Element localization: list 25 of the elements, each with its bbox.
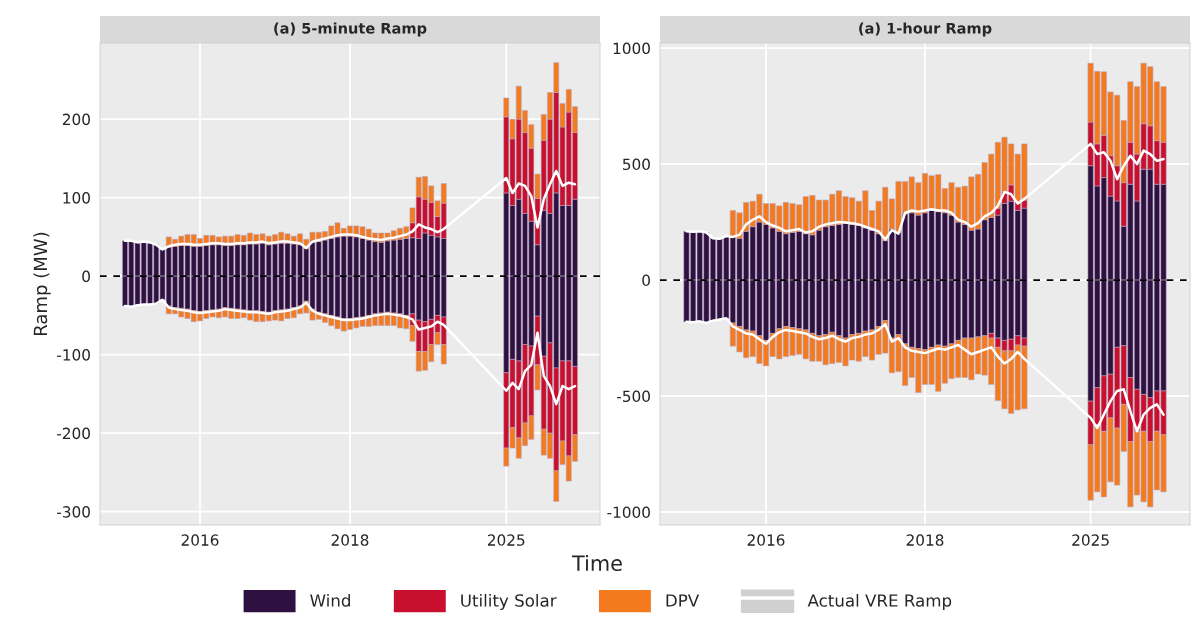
y-tick-label: 0 xyxy=(642,274,650,287)
x-tick-label: 2018 xyxy=(906,534,944,546)
y-tick-label: 200 xyxy=(62,113,90,126)
chart-title: (a) 1-hour Ramp xyxy=(859,22,992,37)
y-tick-label: 0 xyxy=(82,270,90,283)
y-tick-label: -100 xyxy=(57,349,90,361)
y-tick-label: -200 xyxy=(57,427,90,440)
x-axis-title: Time xyxy=(571,554,622,572)
y-tick-label: 500 xyxy=(622,158,650,171)
legend-label: DPV xyxy=(666,594,700,607)
x-tick-label: 2025 xyxy=(1072,534,1109,546)
y-tick-label: -300 xyxy=(57,506,90,518)
y-tick-label: -1000 xyxy=(607,506,650,519)
legend-label: Utility Solar xyxy=(461,593,557,611)
x-tick-label: 2016 xyxy=(747,534,785,546)
x-tick-label: 2018 xyxy=(331,534,369,546)
y-axis-title: Ramp (MW) xyxy=(33,232,51,335)
legend-label: Actual VRE Ramp xyxy=(807,593,952,611)
y-tick-label: -500 xyxy=(617,390,650,403)
x-tick-label: 2016 xyxy=(181,534,219,546)
y-tick-label: 100 xyxy=(63,192,90,204)
chart-title: (a) 5-minute Ramp xyxy=(274,22,427,37)
y-tick-label: 1000 xyxy=(613,42,650,55)
legend-label: Wind xyxy=(310,593,350,607)
x-tick-label: 2025 xyxy=(487,534,525,546)
